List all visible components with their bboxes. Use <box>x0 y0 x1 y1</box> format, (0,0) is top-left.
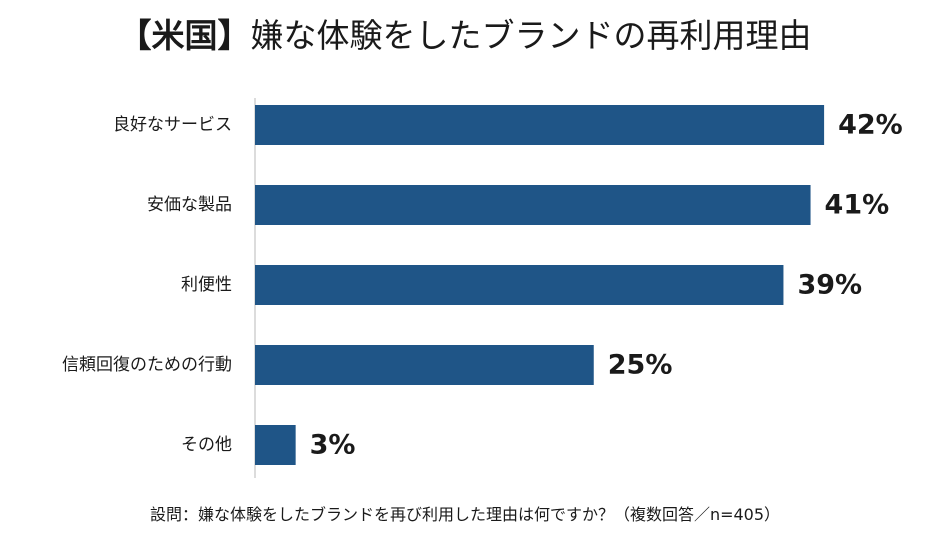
category-label-3: 信頼回復のための行動 <box>62 355 232 375</box>
bar-0 <box>255 105 825 145</box>
category-label-2: 利便性 <box>181 275 232 295</box>
category-label-1: 安価な製品 <box>147 195 232 215</box>
value-label-3: 25% <box>608 350 673 381</box>
value-label-0: 42% <box>838 110 903 141</box>
chart-title-main: 嫌な体験をしたブランドの再利用理由 <box>250 16 812 55</box>
bar-2 <box>255 265 784 305</box>
category-label-4: その他 <box>181 435 232 455</box>
chart-title: 【米国】嫌な体験をしたブランドの再利用理由 <box>0 14 930 58</box>
survey-footnote: 設問：嫌な体験をしたブランドを再び利用した理由は何ですか？（複数回答／n=405… <box>149 505 781 524</box>
category-label-0: 良好なサービス <box>113 115 232 135</box>
value-label-2: 39% <box>797 270 862 301</box>
chart-title-prefix: 【米国】 <box>118 16 251 55</box>
bar-1 <box>255 185 811 225</box>
value-label-1: 41% <box>825 190 890 221</box>
value-label-4: 3% <box>310 430 356 461</box>
bars-group: 良好なサービス 42% 安価な製品 41% 利便性 39% 信頼回復のための行動 25% その他… <box>62 105 903 465</box>
bar-3 <box>255 345 594 385</box>
bar-4 <box>255 425 296 465</box>
